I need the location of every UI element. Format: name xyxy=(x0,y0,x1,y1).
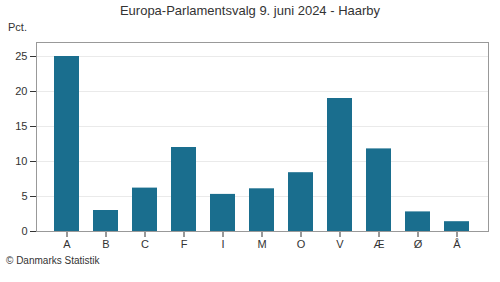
html-text:Pct.: Pct. xyxy=(8,21,27,33)
svg-text:I: I xyxy=(221,238,224,250)
svg-text:10: 10 xyxy=(15,155,27,167)
svg-text:O: O xyxy=(297,238,306,250)
svg-text:Å: Å xyxy=(453,238,461,250)
svg-text:Ø: Ø xyxy=(414,238,423,250)
svg-text:M: M xyxy=(257,238,266,250)
svg-text:A: A xyxy=(63,238,71,250)
svg-text:0: 0 xyxy=(21,225,27,237)
svg-text:20: 20 xyxy=(15,85,27,97)
svg-text:Æ: Æ xyxy=(374,238,385,250)
html-text:Europa-Parlamentsvalg 9. juni: Europa-Parlamentsvalg 9. juni 2024 - Haa… xyxy=(119,3,381,18)
svg-text:15: 15 xyxy=(15,120,27,132)
svg-text:25: 25 xyxy=(15,50,27,62)
svg-text:B: B xyxy=(102,238,109,250)
svg-text:F: F xyxy=(181,238,188,250)
html-text:© Danmarks Statistik: © Danmarks Statistik xyxy=(6,255,100,266)
svg-text:C: C xyxy=(141,238,149,250)
svg-text:V: V xyxy=(336,238,344,250)
svg-text:5: 5 xyxy=(21,190,27,202)
